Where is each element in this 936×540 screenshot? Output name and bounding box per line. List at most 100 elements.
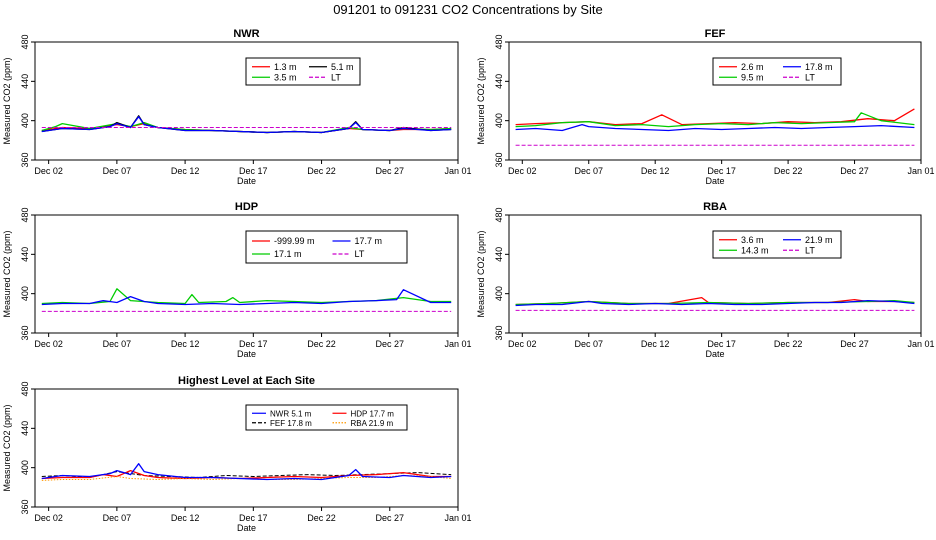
y-tick-label: 400	[20, 286, 30, 301]
chart-title: NWR	[233, 28, 259, 40]
y-tick-label: 400	[20, 460, 30, 475]
y-tick-label: 480	[20, 34, 30, 49]
legend-label: 17.8 m	[805, 62, 833, 72]
legend-label: 17.1 m	[274, 249, 302, 259]
x-tick-label: Dec 07	[574, 339, 603, 349]
x-tick-label: Dec 22	[307, 166, 336, 176]
chart-title: FEF	[705, 28, 726, 40]
y-axis-label: Measured CO2 (ppm)	[2, 57, 12, 144]
y-tick-label: 480	[494, 207, 504, 222]
series-group	[515, 108, 915, 146]
series-line	[41, 463, 452, 481]
x-tick-label: Dec 02	[34, 513, 63, 523]
y-axis-label: Measured CO2 (ppm)	[2, 404, 12, 491]
x-tick-label: Jan 01	[907, 339, 934, 349]
x-tick-label: Jan 01	[444, 166, 471, 176]
x-tick-label: Dec 17	[707, 339, 736, 349]
legend-label: 14.3 m	[741, 245, 769, 255]
series-line	[515, 299, 915, 307]
x-tick-label: Dec 12	[171, 513, 200, 523]
y-tick-label: 440	[20, 74, 30, 89]
legend: 2.6 m 17.8 m 9.5 m LT	[712, 57, 842, 86]
legend-label: FEF 17.8 m	[270, 419, 312, 428]
chart-title: Highest Level at Each Site	[178, 375, 315, 387]
x-tick-label: Dec 12	[641, 339, 670, 349]
series-line	[41, 288, 452, 305]
legend-label: 3.6 m	[741, 235, 764, 245]
legend-label: 21.9 m	[805, 235, 833, 245]
legend: 1.3 m 5.1 m 3.5 m LT	[245, 57, 361, 86]
series-line	[515, 112, 915, 128]
plot-frame	[508, 214, 922, 334]
series-group	[41, 115, 452, 134]
legend-label: RBA 21.9 m	[351, 419, 394, 428]
x-tick-label: Dec 17	[239, 513, 268, 523]
legend-label: 9.5 m	[741, 72, 764, 82]
series-line	[515, 123, 915, 132]
x-tick-label: Dec 07	[574, 166, 603, 176]
chart-title: HDP	[235, 201, 258, 213]
plot-frame	[34, 388, 459, 508]
page-title: 091201 to 091231 CO2 Concentrations by S…	[333, 2, 603, 17]
x-tick-label: Dec 02	[34, 339, 63, 349]
panels: NWR Dec 02 Dec 07 Dec 12 Dec 17 Dec 22 Dec 27 J…	[2, 28, 935, 533]
legend-label: LT	[355, 249, 365, 259]
x-tick-label: Dec 07	[103, 513, 132, 523]
legend-label: 17.7 m	[355, 236, 383, 246]
x-axis-label: Date	[237, 523, 256, 533]
y-axis-label: Measured CO2 (ppm)	[2, 230, 12, 317]
legend-box	[245, 57, 361, 86]
plot-frame	[34, 214, 459, 334]
x-axis-label: Date	[705, 176, 724, 186]
x-tick-label: Jan 01	[907, 166, 934, 176]
chart-hdp: HDP Dec 02 Dec 07 Dec 12 Dec 17 Dec 22 Dec 27 J…	[2, 201, 472, 359]
x-tick-label: Dec 22	[307, 339, 336, 349]
x-tick-label: Dec 02	[508, 339, 537, 349]
chart-rba: RBA Dec 02 Dec 07 Dec 12 Dec 17 Dec 22 Dec 27 J…	[476, 201, 935, 359]
y-axis-label: Measured CO2 (ppm)	[476, 57, 486, 144]
x-tick-label: Dec 22	[774, 166, 803, 176]
chart-title: RBA	[703, 201, 727, 213]
x-axis-label: Date	[237, 349, 256, 359]
y-tick-label: 360	[20, 325, 30, 340]
x-tick-label: Dec 17	[239, 339, 268, 349]
x-tick-label: Dec 22	[307, 513, 336, 523]
legend: -999.99 m 17.7 m 17.1 m LT	[245, 230, 408, 264]
y-tick-label: 400	[494, 113, 504, 128]
x-tick-label: Dec 17	[239, 166, 268, 176]
x-tick-label: Dec 27	[376, 339, 405, 349]
y-tick-label: 360	[494, 152, 504, 167]
y-tick-label: 440	[20, 247, 30, 262]
legend-label: LT	[805, 245, 815, 255]
x-tick-label: Dec 27	[376, 166, 405, 176]
y-tick-label: 360	[494, 325, 504, 340]
x-tick-label: Dec 27	[840, 166, 869, 176]
series-group	[41, 288, 452, 312]
series-group	[41, 463, 452, 481]
legend: NWR 5.1 m HDP 17.7 m FEF 17.8 m RBA 21.9 m	[245, 404, 408, 431]
y-tick-label: 480	[20, 207, 30, 222]
y-tick-label: 480	[20, 381, 30, 396]
y-tick-label: 360	[20, 152, 30, 167]
legend-label: LT	[331, 72, 341, 82]
x-tick-label: Jan 01	[444, 513, 471, 523]
x-axis-label: Date	[237, 176, 256, 186]
legend-label: 3.5 m	[274, 72, 297, 82]
legend-box	[712, 57, 842, 86]
x-axis-label: Date	[705, 349, 724, 359]
x-tick-label: Jan 01	[444, 339, 471, 349]
plot-frame	[34, 41, 459, 161]
y-axis-label: Measured CO2 (ppm)	[476, 230, 486, 317]
y-tick-label: 440	[494, 247, 504, 262]
x-tick-label: Dec 07	[103, 166, 132, 176]
x-tick-label: Dec 27	[840, 339, 869, 349]
x-tick-label: Dec 02	[508, 166, 537, 176]
legend-label: 5.1 m	[331, 62, 354, 72]
y-tick-label: 400	[494, 286, 504, 301]
chart-fef: FEF Dec 02 Dec 07 Dec 12 Dec 17 Dec 22 Dec 27 J…	[476, 28, 935, 186]
x-tick-label: Dec 02	[34, 166, 63, 176]
x-tick-label: Dec 12	[171, 339, 200, 349]
x-tick-label: Dec 22	[774, 339, 803, 349]
legend-box	[712, 230, 842, 259]
y-tick-label: 400	[20, 113, 30, 128]
